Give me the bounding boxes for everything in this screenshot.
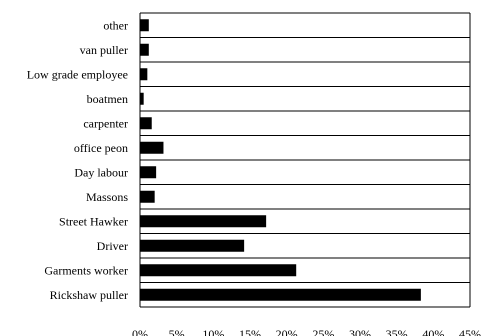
x-tick-label: 45%: [459, 327, 481, 336]
bars: [140, 19, 421, 301]
category-label: Massons: [86, 190, 128, 204]
x-tick-label: 35%: [386, 327, 408, 336]
category-label: van puller: [80, 43, 128, 57]
category-label: Driver: [97, 239, 128, 253]
bar: [140, 68, 148, 81]
bar: [140, 264, 297, 277]
bar: [140, 19, 149, 32]
category-label: Rickshaw puller: [50, 288, 128, 302]
category-label: Day labour: [74, 165, 128, 179]
x-tick-label: 30%: [349, 327, 371, 336]
x-tick-label: 40%: [422, 327, 444, 336]
x-tick-label: 25%: [312, 327, 334, 336]
bar: [140, 43, 149, 56]
x-tick-label: 10%: [202, 327, 224, 336]
bar: [140, 190, 155, 203]
x-tick-label: 0%: [132, 327, 148, 336]
category-label: Low grade employee: [27, 67, 128, 81]
category-label: carpenter: [83, 116, 128, 130]
bar: [140, 92, 144, 105]
bar: [140, 239, 245, 252]
x-tick-label: 20%: [276, 327, 298, 336]
category-label: Street Hawker: [59, 214, 128, 228]
x-tick-label: 15%: [239, 327, 261, 336]
bar: [140, 166, 157, 179]
gridlines: [140, 12, 470, 308]
bar: [140, 141, 164, 154]
category-label: office peon: [74, 141, 128, 155]
bar: [140, 215, 267, 228]
x-tick-labels: 0% 5% 10% 15% 20% 25% 30% 35% 40% 45%: [132, 327, 481, 336]
category-label: Garments worker: [44, 263, 128, 277]
category-labels: other van puller Low grade employee boatmen…: [27, 18, 129, 302]
bar: [140, 117, 152, 130]
category-label: other: [103, 18, 128, 32]
bar: [140, 288, 421, 301]
category-label: boatmen: [87, 92, 128, 106]
x-tick-label: 5%: [169, 327, 185, 336]
